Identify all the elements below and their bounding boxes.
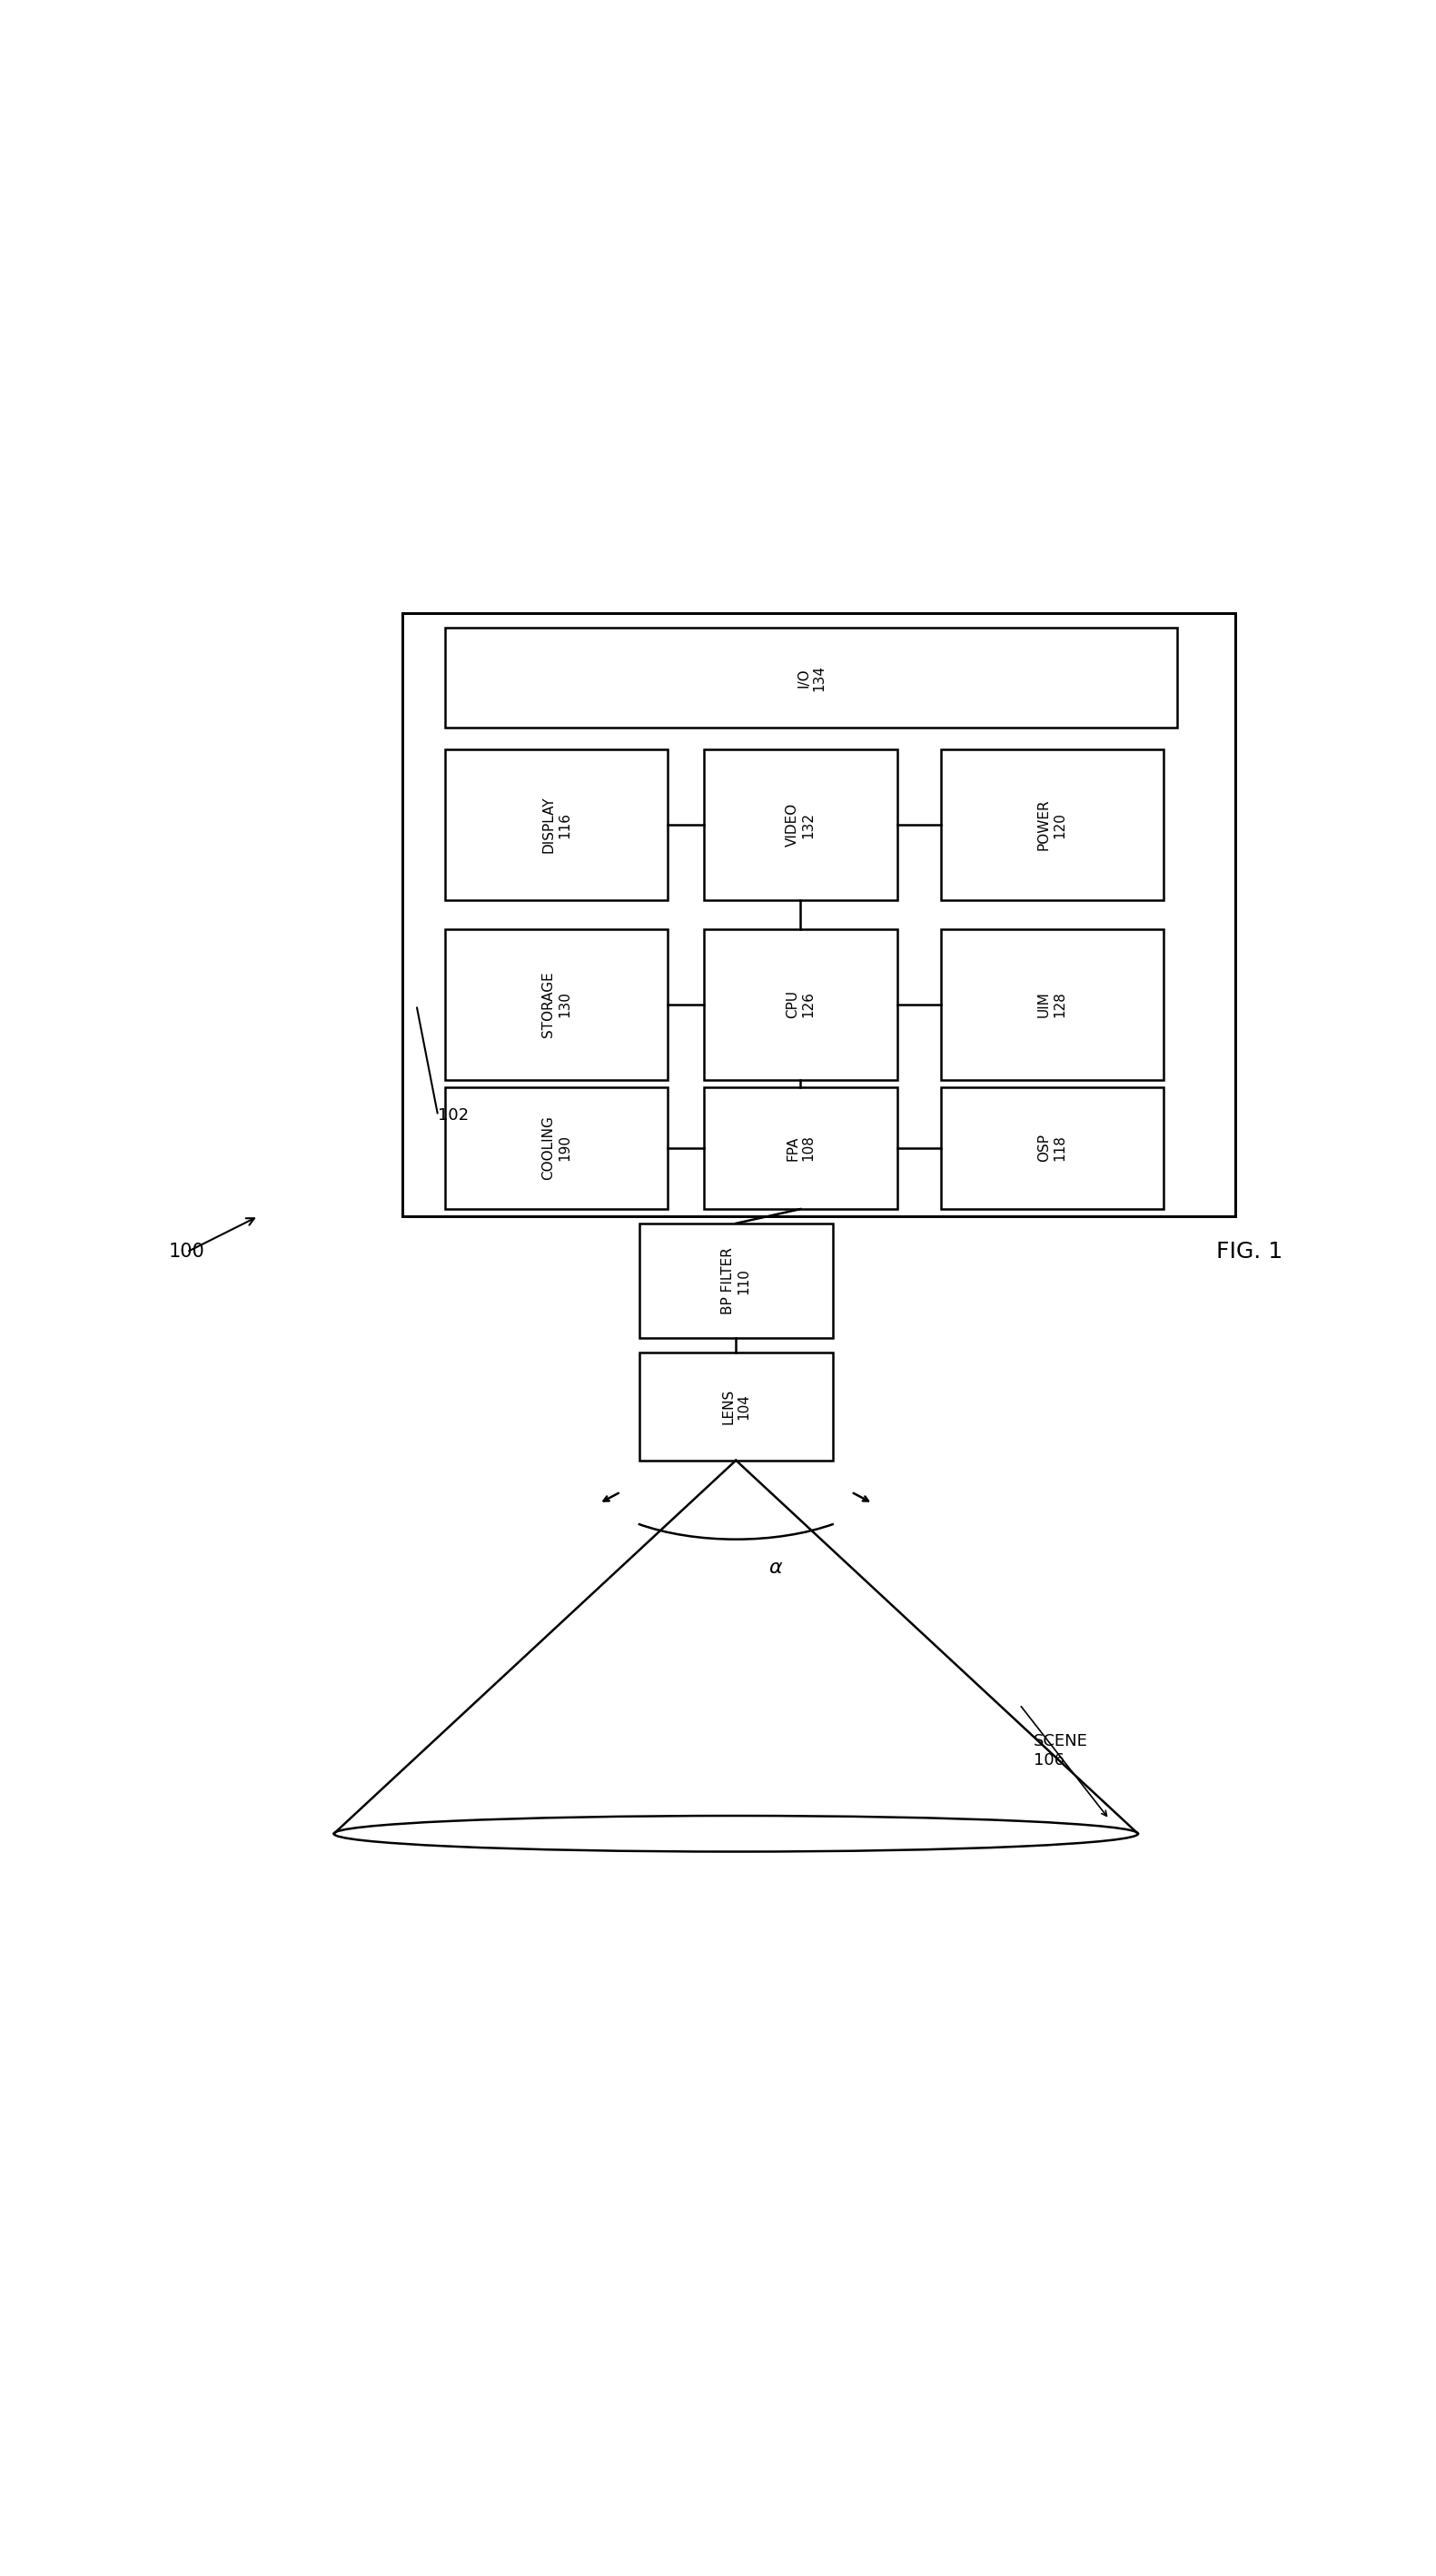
- Text: DISPLAY
116: DISPLAY 116: [541, 796, 572, 853]
- Text: CPU
126: CPU 126: [785, 989, 816, 1018]
- Text: UIM
128: UIM 128: [1037, 992, 1067, 1018]
- Text: POWER
120: POWER 120: [1037, 799, 1067, 850]
- Text: STORAGE
130: STORAGE 130: [541, 971, 572, 1038]
- FancyBboxPatch shape: [941, 750, 1163, 899]
- Text: I/O
134: I/O 134: [797, 665, 826, 690]
- FancyBboxPatch shape: [445, 1087, 668, 1208]
- FancyBboxPatch shape: [445, 750, 668, 899]
- FancyBboxPatch shape: [402, 613, 1235, 1216]
- Text: VIDEO
132: VIDEO 132: [785, 804, 816, 848]
- FancyBboxPatch shape: [639, 1352, 833, 1461]
- Text: 100: 100: [168, 1244, 205, 1262]
- Text: α: α: [768, 1558, 783, 1577]
- FancyBboxPatch shape: [445, 930, 668, 1079]
- Text: FPA
108: FPA 108: [785, 1136, 816, 1162]
- FancyBboxPatch shape: [704, 750, 898, 899]
- Text: COOLING
190: COOLING 190: [541, 1115, 572, 1180]
- FancyBboxPatch shape: [445, 629, 1178, 729]
- Text: LENS
104: LENS 104: [721, 1388, 751, 1425]
- FancyBboxPatch shape: [704, 1087, 898, 1208]
- FancyBboxPatch shape: [941, 1087, 1163, 1208]
- Text: OSP
118: OSP 118: [1037, 1133, 1067, 1162]
- FancyBboxPatch shape: [639, 1224, 833, 1340]
- Text: FIG. 1: FIG. 1: [1216, 1242, 1282, 1262]
- Text: 102: 102: [438, 1108, 470, 1123]
- FancyBboxPatch shape: [704, 930, 898, 1079]
- FancyBboxPatch shape: [941, 930, 1163, 1079]
- Text: BP FILTER
110: BP FILTER 110: [721, 1247, 751, 1314]
- Text: SCENE
106: SCENE 106: [1034, 1734, 1088, 1767]
